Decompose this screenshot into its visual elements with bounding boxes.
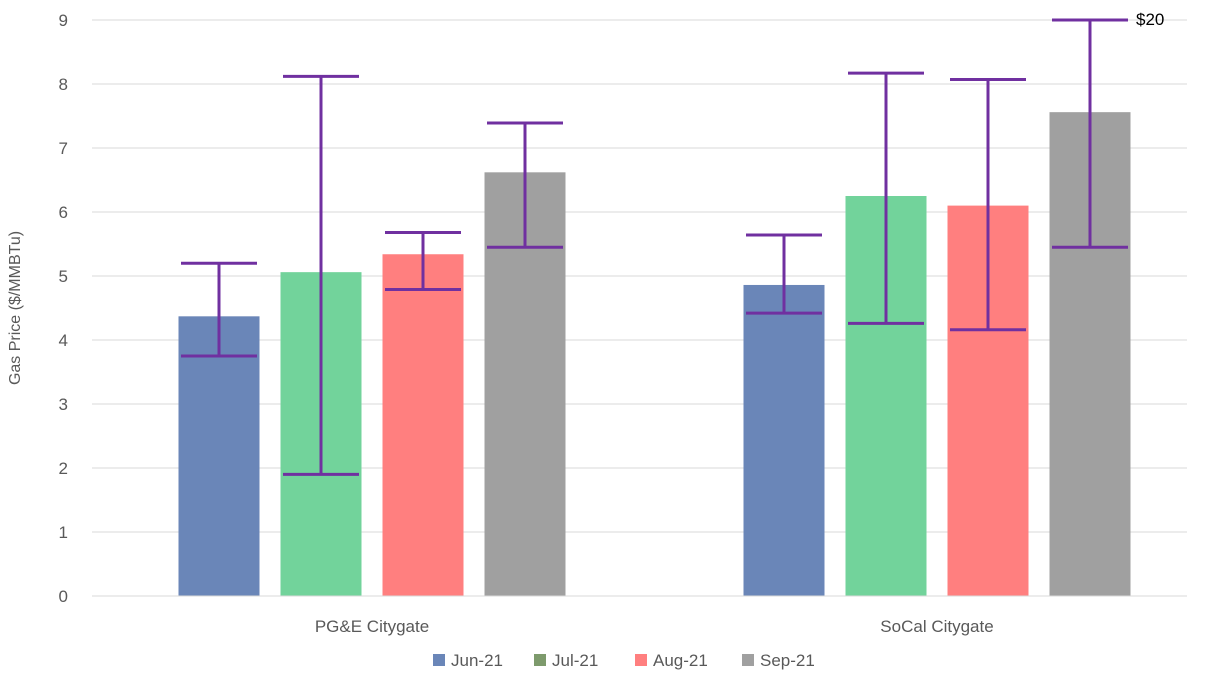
y-tick-label: 3 (59, 395, 68, 414)
legend-swatch (433, 654, 445, 666)
y-tick-label: 2 (59, 459, 68, 478)
legend: Jun-21 Jul-21 Aug-21 Sep-21 (433, 651, 815, 670)
y-axis-label: Gas Price ($/MMBTu) (7, 231, 24, 385)
legend-swatch (742, 654, 754, 666)
gridlines (92, 19, 1187, 533)
legend-item: Sep-21 (742, 651, 815, 670)
y-tick-label: 7 (59, 139, 68, 158)
bars (178, 112, 1131, 597)
legend-label: Aug-21 (653, 651, 708, 670)
y-tick-label: 4 (59, 331, 68, 350)
legend-swatch (534, 654, 546, 666)
legend-item: Aug-21 (635, 651, 708, 670)
annotation-label: $20 (1136, 10, 1164, 29)
y-tick-label: 9 (59, 11, 68, 30)
bar (382, 254, 464, 597)
annotations: $20 (1136, 10, 1164, 29)
y-tick-label: 6 (59, 203, 68, 222)
legend-label: Jun-21 (451, 651, 503, 670)
legend-swatch (635, 654, 647, 666)
x-tick-label: PG&E Citygate (315, 617, 429, 636)
x-tick-label: SoCal Citygate (880, 617, 993, 636)
y-tick-label: 0 (59, 587, 68, 606)
legend-label: Sep-21 (760, 651, 815, 670)
y-tick-label: 8 (59, 75, 68, 94)
legend-label: Jul-21 (552, 651, 598, 670)
legend-item: Jun-21 (433, 651, 503, 670)
bar (743, 284, 825, 596)
legend-item: Jul-21 (534, 651, 598, 670)
bar (178, 316, 260, 596)
x-tick-labels: PG&E Citygate SoCal Citygate (315, 617, 994, 636)
y-tick-labels: 0 1 2 3 4 5 6 7 8 9 (59, 11, 68, 606)
error-bars (181, 18, 1128, 476)
y-tick-label: 1 (59, 523, 68, 542)
y-tick-label: 5 (59, 267, 68, 286)
